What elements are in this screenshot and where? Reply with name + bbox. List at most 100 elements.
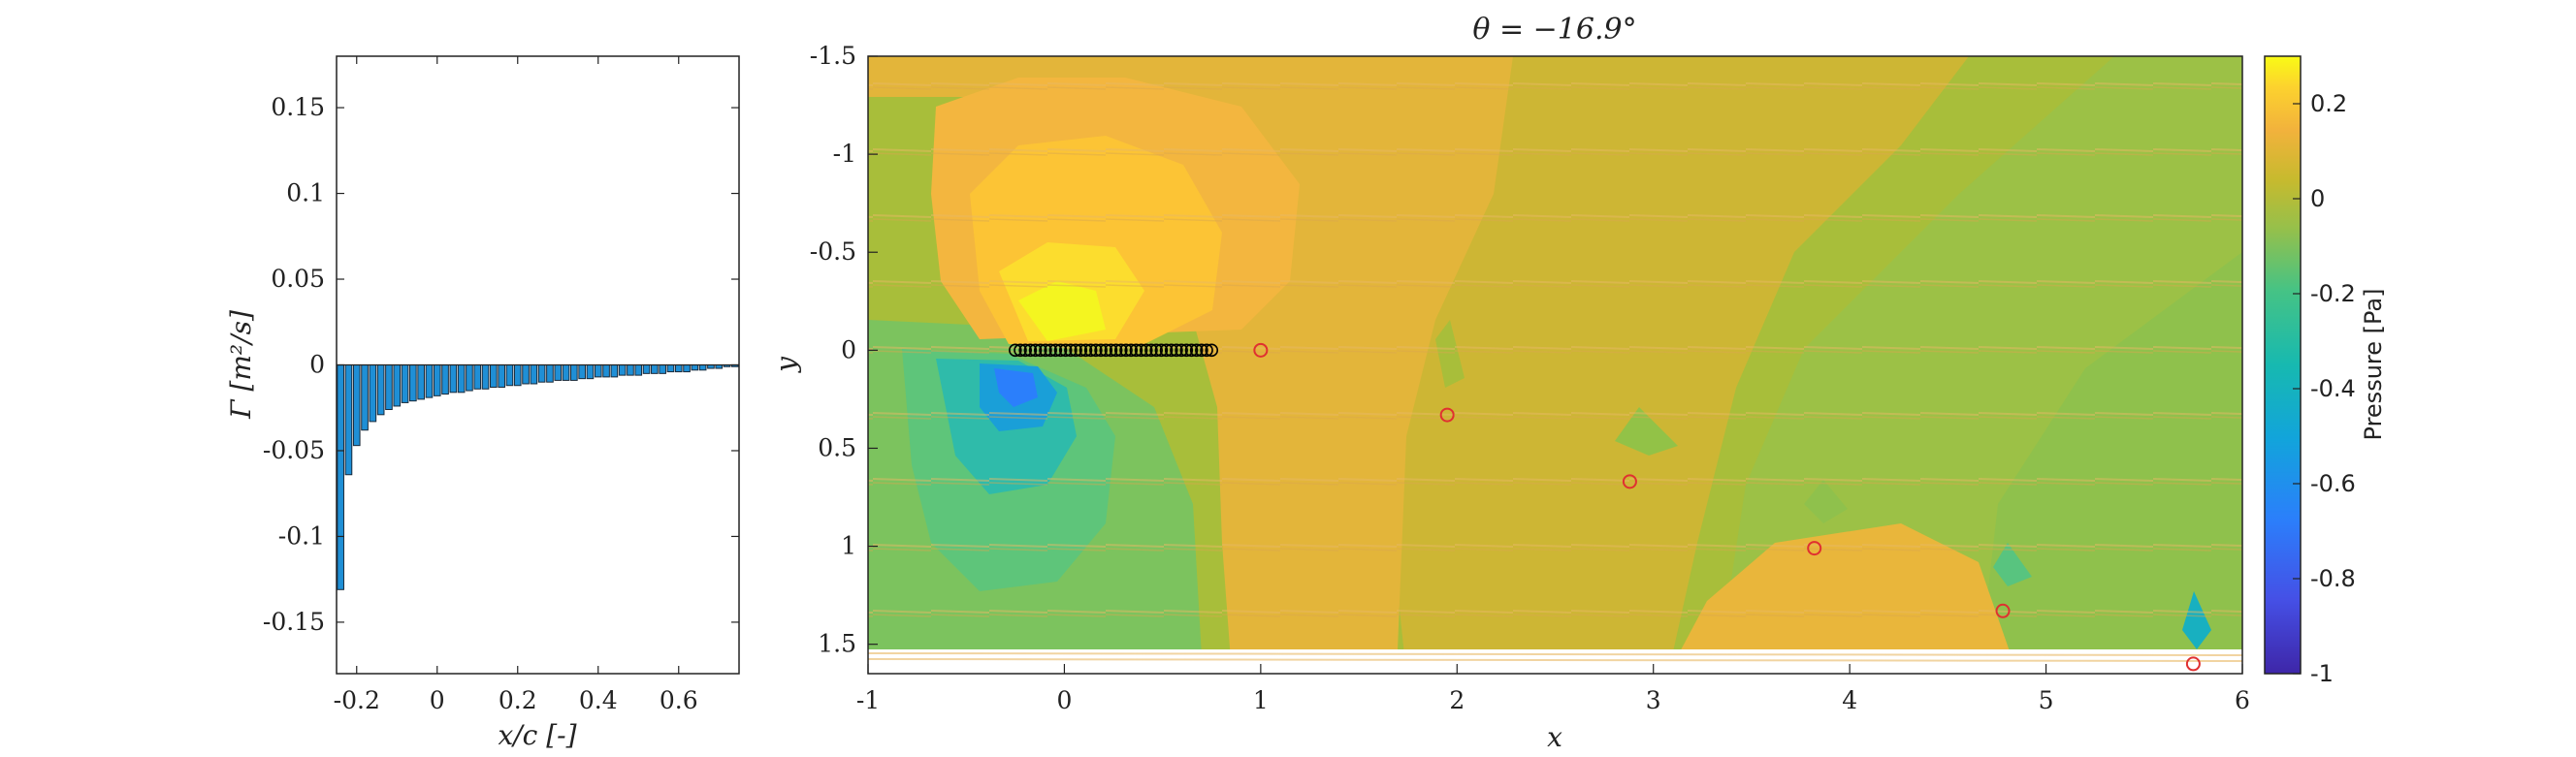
plate-point <box>1023 343 1038 358</box>
plate-point <box>1044 343 1057 358</box>
bar <box>522 364 530 385</box>
y-tick-label: 0 <box>309 351 325 379</box>
colorbar-tick-label: -0.8 <box>2310 565 2356 592</box>
wake-point <box>1622 474 1637 489</box>
plate-point <box>1053 343 1068 358</box>
plate-point <box>1139 343 1153 358</box>
x-tick-label: 3 <box>1646 686 1661 714</box>
plate-point <box>1124 343 1139 358</box>
bar <box>457 364 466 394</box>
bar <box>409 364 417 402</box>
bar <box>634 364 643 376</box>
colorbar-gradient <box>2264 55 2302 675</box>
x-tick-label: -1 <box>856 686 880 714</box>
bar <box>659 364 666 374</box>
bar <box>618 364 627 376</box>
y-tick-label: 1.5 <box>818 630 856 658</box>
plate-point <box>1028 343 1043 358</box>
plate-point <box>1014 343 1027 358</box>
plate-point <box>1099 343 1113 358</box>
plate-point <box>1033 343 1047 358</box>
plate-markers <box>1009 343 1219 358</box>
colorbar-tick-label: -0.4 <box>2310 375 2356 402</box>
colorbar-tick-label: -0.2 <box>2310 280 2356 307</box>
x-tick-label: 0.4 <box>579 686 618 714</box>
bar <box>578 364 586 380</box>
plate-point <box>1149 343 1163 358</box>
field-y-axis-label: y <box>770 356 802 374</box>
y-tick-label: 0.1 <box>286 179 325 207</box>
bar <box>674 364 683 373</box>
bar <box>498 364 505 389</box>
plate-point <box>1079 343 1093 358</box>
plate-point <box>1179 343 1194 358</box>
bar <box>344 364 353 476</box>
wake-point <box>1807 541 1822 556</box>
bar-y-axis-label: Γ [m²/s] <box>225 310 257 420</box>
y-tick-label: -0.5 <box>810 237 856 266</box>
x-tick-label: 0.6 <box>660 686 698 714</box>
plate-point <box>1069 343 1082 358</box>
x-tick-label: 1 <box>1253 686 1269 714</box>
bar <box>691 364 699 371</box>
bar <box>376 364 385 416</box>
plate-point <box>1114 343 1128 358</box>
bar <box>570 364 578 381</box>
bar <box>449 364 458 394</box>
plate-point <box>1104 343 1118 358</box>
plate-point <box>1094 343 1108 358</box>
bar <box>683 364 691 373</box>
plate-point <box>1200 343 1213 358</box>
y-tick-label: 0 <box>841 335 856 363</box>
bar <box>530 364 538 385</box>
plate-point <box>1144 343 1158 358</box>
colorbar-label: Pressure [Pa] <box>2360 289 2387 441</box>
bar-x-axis-label: x/c [-] <box>498 719 576 751</box>
bar <box>417 364 425 400</box>
y-tick-label: -0.1 <box>278 521 325 550</box>
y-tick-label: 0.05 <box>271 265 325 293</box>
y-tick-label: 1 <box>841 532 856 560</box>
bar <box>610 364 619 378</box>
bar <box>369 364 377 423</box>
colorbar-tick-label: -1 <box>2310 660 2334 687</box>
field-title: θ = −16.9° <box>1472 13 1636 47</box>
plate-point <box>1159 343 1174 358</box>
plate-point <box>1154 343 1169 358</box>
plate-point <box>1189 343 1204 358</box>
bar <box>505 364 514 387</box>
plate-point <box>1119 343 1133 358</box>
bar <box>602 364 610 378</box>
plate-point <box>1074 343 1088 358</box>
plate-point <box>1009 343 1022 358</box>
field-axes-frame <box>867 55 2243 675</box>
y-tick-label: 0.15 <box>271 93 325 121</box>
y-tick-label: -0.05 <box>263 436 325 464</box>
plate-point <box>1048 343 1063 358</box>
x-tick-label: 0.2 <box>499 686 537 714</box>
bar <box>698 364 707 371</box>
bar <box>594 364 602 378</box>
bar <box>337 364 344 590</box>
wake-point <box>1995 603 2011 618</box>
plate-point <box>1170 343 1183 358</box>
plate-point <box>1184 343 1199 358</box>
y-tick-label: -0.15 <box>263 608 325 636</box>
colorbar-tick-label: -0.6 <box>2310 470 2356 497</box>
bar <box>666 364 675 373</box>
y-tick-label: -1.5 <box>810 42 856 70</box>
bar <box>401 364 409 403</box>
x-tick-label: 0 <box>430 686 445 714</box>
bar <box>554 364 563 381</box>
bar <box>393 364 402 407</box>
plate-point <box>1039 343 1052 358</box>
colorbar: -1 -0.8 -0.6 -0.4 -0.2 0 0.2 Pressure [Pa] <box>2264 55 2387 687</box>
x-tick-label: 4 <box>1842 686 1857 714</box>
field-x-axis-label: x <box>1547 721 1562 753</box>
y-tick-label: -1 <box>833 140 856 168</box>
plate-point <box>1083 343 1098 358</box>
bar <box>586 364 595 380</box>
x-tick-label: 6 <box>2235 686 2250 714</box>
wake-point <box>1253 342 1269 358</box>
